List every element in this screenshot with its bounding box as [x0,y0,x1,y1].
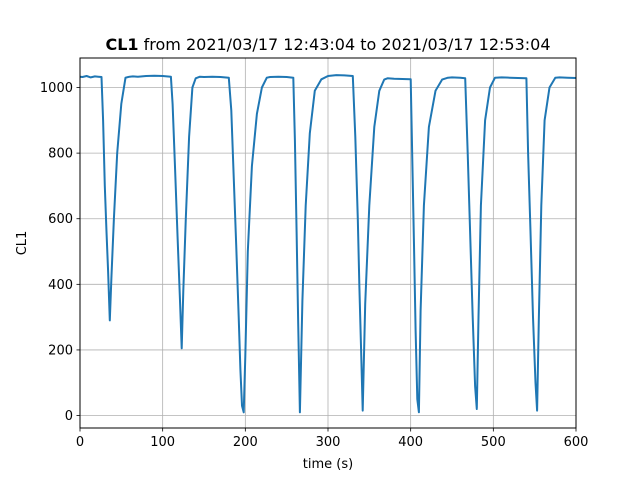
x-axis-ticks: 0 100 200 300 400 500 600 [76,428,589,450]
series-line [79,74,577,414]
y-axis-ticks: 0 200 400 600 800 1000 [40,81,80,424]
chart-title-rest: from 2021/03/17 12:43:04 to 2021/03/17 1… [139,35,551,54]
grid-lines [79,58,577,428]
y-tick-label: 800 [48,147,73,162]
x-tick-label: 0 [76,435,84,450]
x-tick-label: 200 [233,435,258,450]
y-tick-label: 400 [48,278,73,293]
y-tick-label: 200 [48,343,73,358]
series-layer [79,74,577,414]
x-tick-label: 600 [564,435,589,450]
y-tick-label: 1000 [40,81,73,96]
x-tick-label: 500 [481,435,506,450]
y-axis-label: CL1 [15,231,30,256]
y-tick-label: 600 [48,212,73,227]
x-axis-label: time (s) [303,457,353,472]
chart-title: CL1 from 2021/03/17 12:43:04 to 2021/03/… [105,35,550,54]
y-tick-label: 0 [65,409,73,424]
x-tick-label: 100 [150,435,175,450]
chart-title-bold: CL1 [105,35,138,54]
x-tick-label: 300 [316,435,341,450]
x-tick-label: 400 [398,435,423,450]
